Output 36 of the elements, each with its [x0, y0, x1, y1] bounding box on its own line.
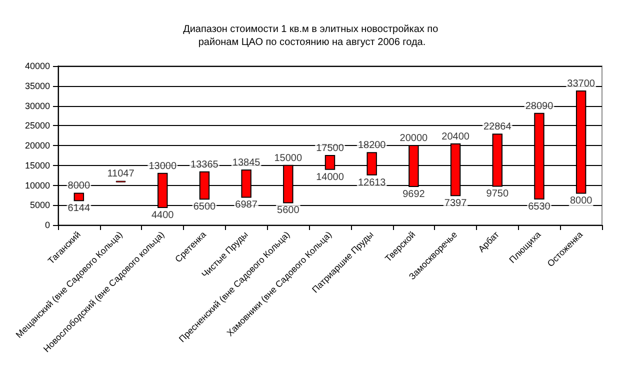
annotation: 6144	[68, 203, 90, 214]
y-tick-label: 25000	[24, 120, 50, 131]
y-tick-label: 30000	[24, 100, 50, 111]
annotation: 11047	[107, 168, 135, 180]
y-tick-label: 0	[44, 220, 50, 230]
annotation: 9692	[402, 188, 426, 200]
annotation: 22864	[483, 122, 512, 133]
bar	[74, 192, 84, 202]
annotation: 14000	[316, 172, 344, 183]
annotation: 8000	[68, 180, 90, 192]
annotation: 6530	[528, 202, 551, 213]
annotation: 5600	[277, 205, 300, 216]
annotation: 12613	[358, 177, 386, 188]
annotation: 4400	[151, 210, 174, 222]
annotation: 15000	[274, 152, 302, 164]
y-tick-label: 5000	[30, 200, 50, 210]
annotation: 13845	[232, 157, 261, 168]
annotation: 8000	[570, 196, 593, 207]
annotation: 13000	[148, 160, 177, 172]
y-tick-label: 40000	[24, 61, 50, 71]
y-tick-label: 15000	[24, 160, 50, 170]
annotation: 9750	[486, 188, 509, 200]
annotation: 20000	[400, 132, 428, 144]
y-tick-label: 20000	[24, 140, 50, 150]
annotation: 7397	[444, 198, 468, 210]
chart-title: Диапазон стоимости 1 кв.м в элитных новостройках по районам ЦАО по состоянию на август 2006 года.	[183, 24, 441, 48]
annotation: 20400	[442, 131, 470, 142]
annotation: 17500	[316, 142, 344, 154]
annotation: 33700	[567, 78, 596, 90]
y-tick-label: 35000	[24, 80, 50, 91]
y-tick-label: 10000	[24, 180, 50, 190]
annotation: 6987	[235, 200, 258, 211]
annotation: 13365	[190, 159, 219, 170]
annotation: 28090	[525, 100, 554, 112]
annotation: 6500	[193, 202, 216, 213]
annotation: 18200	[358, 140, 386, 152]
